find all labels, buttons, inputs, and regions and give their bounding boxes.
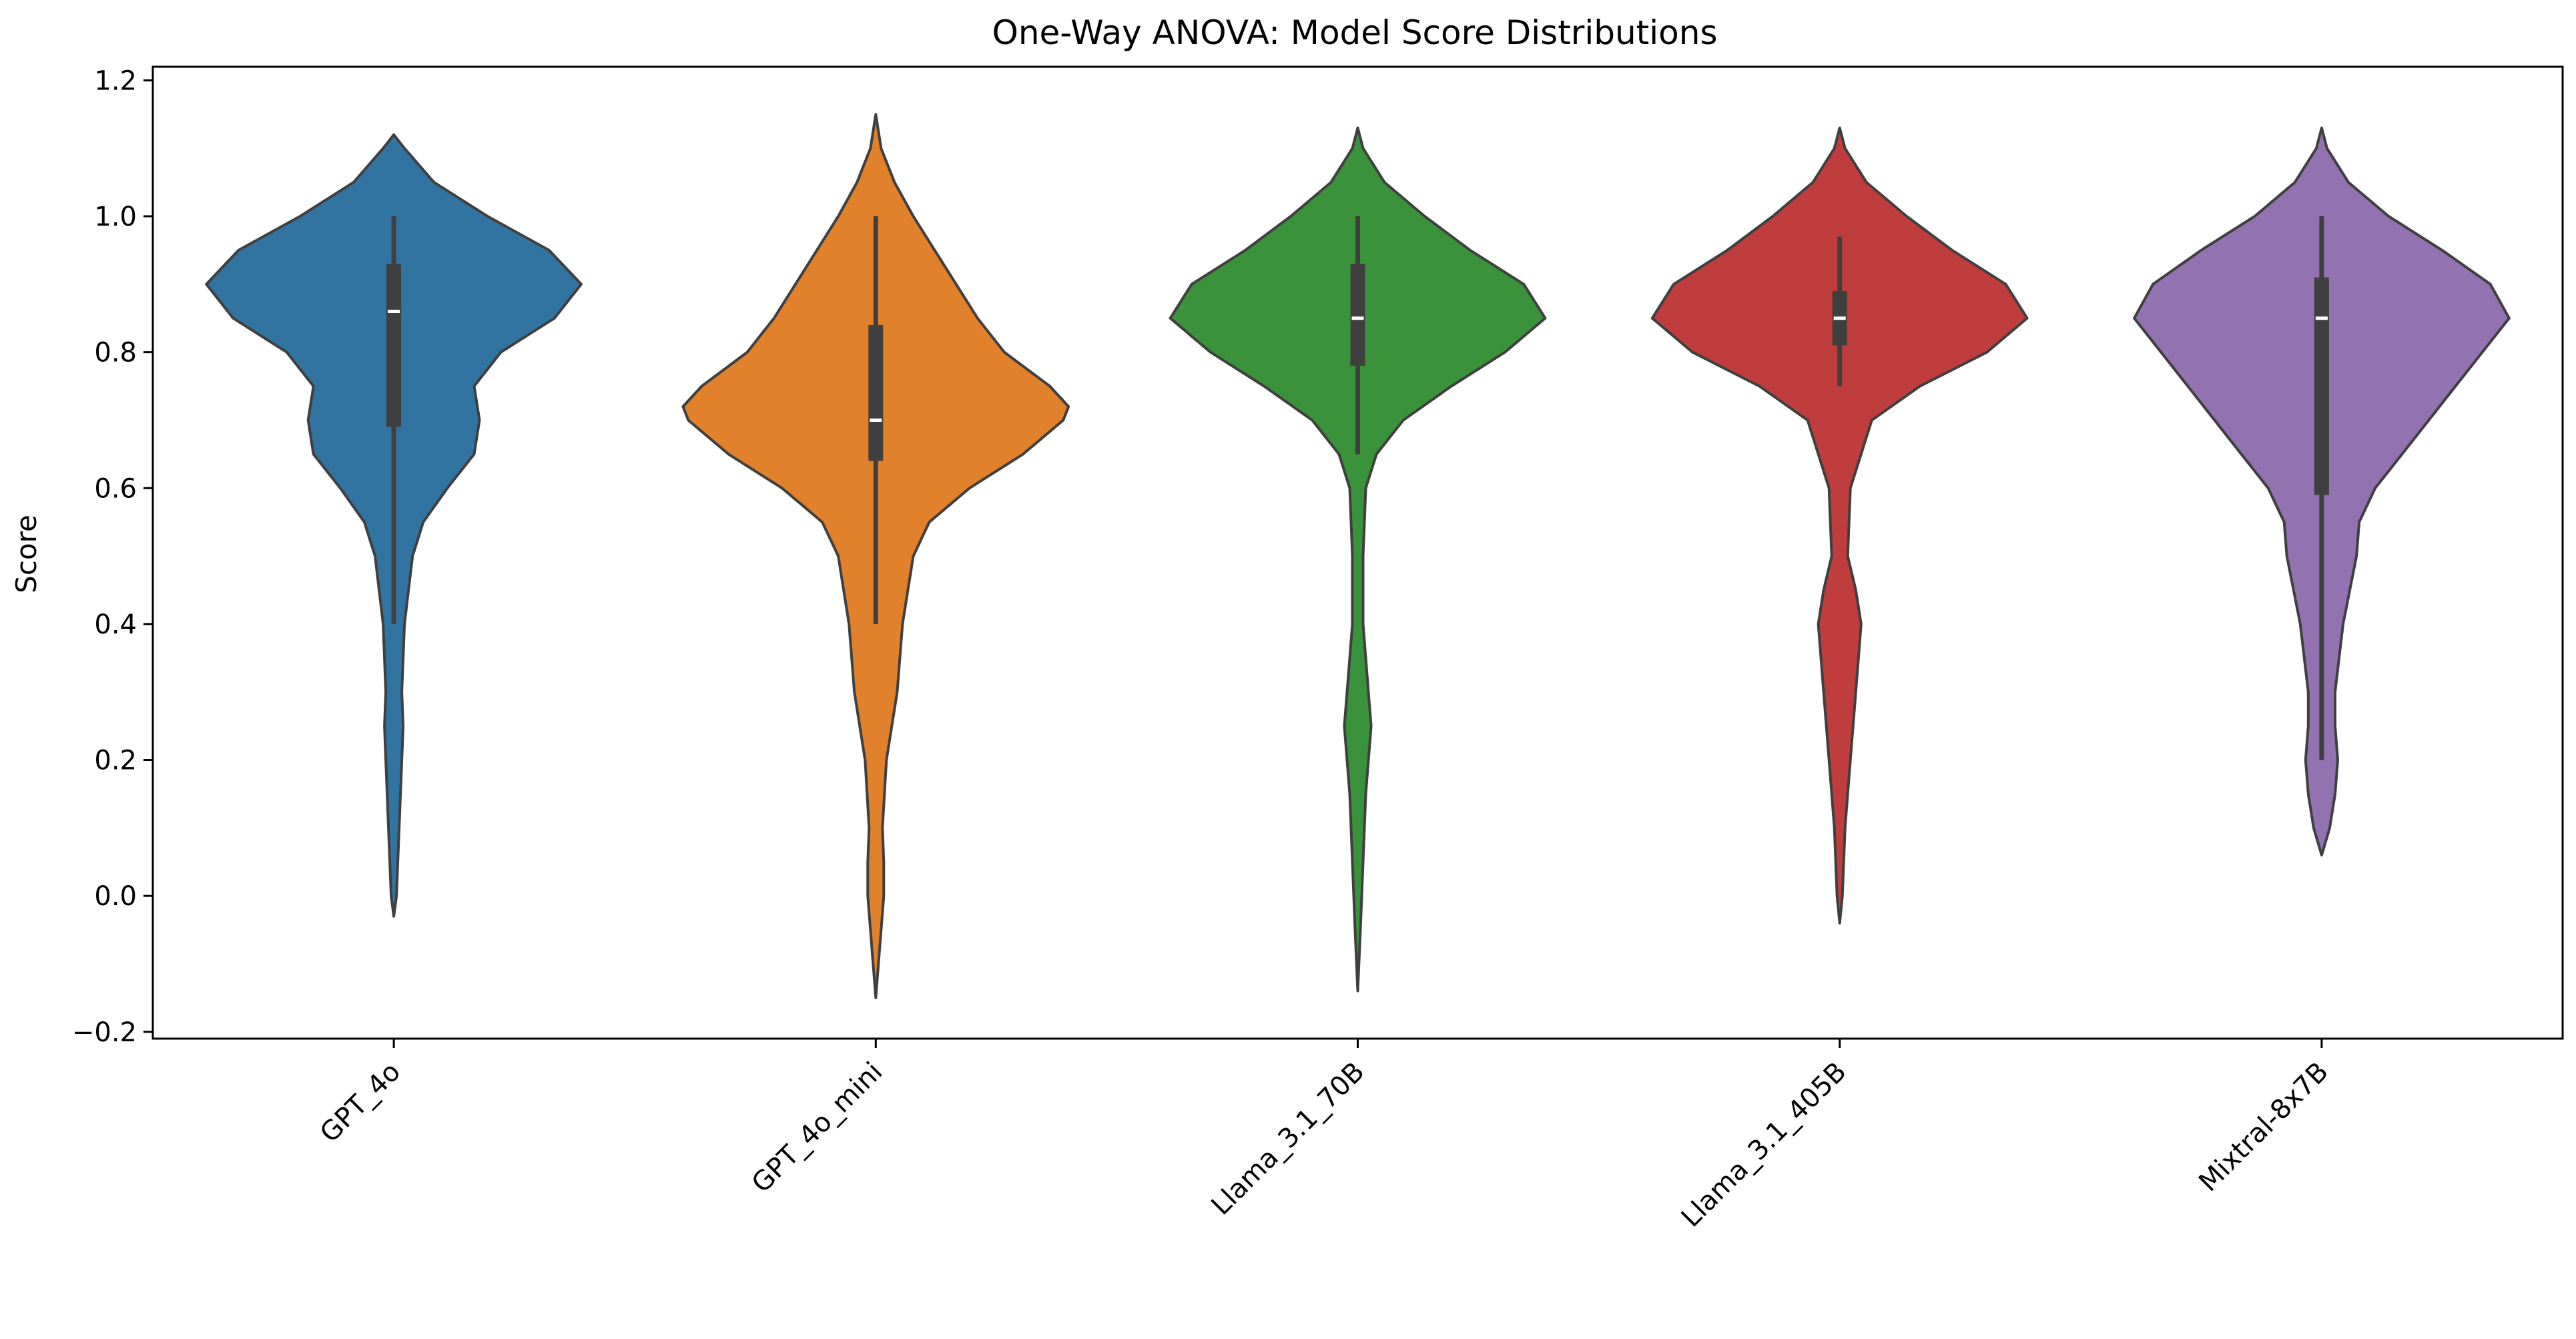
violin-iqr-box	[868, 324, 884, 461]
violin-iqr-box	[386, 264, 402, 427]
y-tick-label: 0.2	[94, 746, 137, 776]
x-tick-label: Llama_3.1_70B	[1206, 1057, 1371, 1222]
violin-body	[1650, 126, 2029, 924]
x-tick-label: GPT_4o_mini	[746, 1057, 889, 1199]
chart-title: One-Way ANOVA: Model Score Distributions	[992, 13, 1717, 52]
y-tick-label: 0.6	[94, 473, 137, 504]
plot-frame	[151, 65, 2564, 1040]
x-tick-label: Mixtral-8x7B	[2193, 1057, 2334, 1198]
y-axis-label: Score	[10, 515, 43, 593]
x-tick-label: GPT_4o	[314, 1057, 406, 1149]
violin-body	[1169, 126, 1547, 993]
y-tick-label: 0.8	[94, 338, 137, 368]
y-tick-label: 1.0	[94, 202, 137, 232]
violin-iqr-box	[1350, 264, 1365, 366]
x-ticks-group: GPT_4o GPT_4o_mini Llama_3.1_70B Llama_3.1_…	[314, 1039, 2334, 1234]
violin-iqr-box	[2314, 277, 2329, 495]
y-tick-label: −0.2	[72, 1017, 137, 1048]
y-tick-label: 0.4	[94, 609, 137, 640]
violins-group	[205, 113, 2511, 999]
y-tick-label: 1.2	[94, 65, 137, 96]
x-tick-label: Llama_3.1_405B	[1676, 1057, 1853, 1234]
y-ticks-group: −0.2 0.0 0.2 0.4 0.6 0.8 1.0 1.2	[72, 65, 153, 1048]
y-tick-label: 0.0	[94, 881, 137, 912]
